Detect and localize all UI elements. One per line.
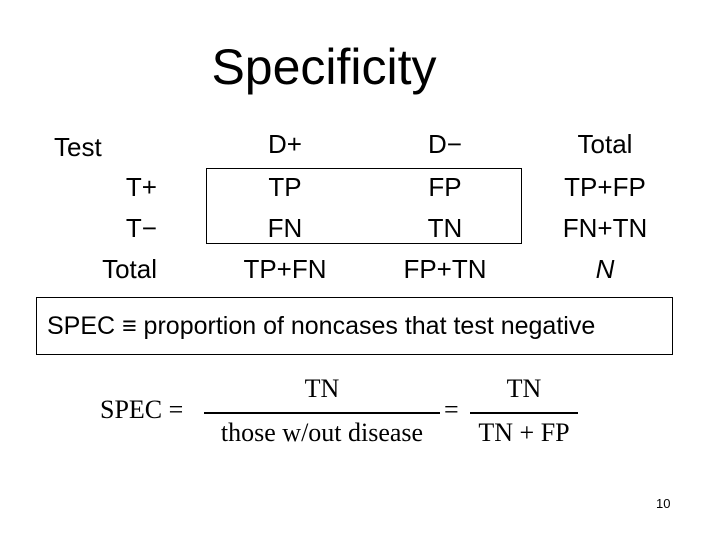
row-label-total: Total [102,254,157,284]
formula-frac2-denominator: TN + FP [478,418,570,447]
cell-fp-plus-tn: FP+TN [403,254,487,284]
formula-frac2-bar [470,412,578,414]
formula-frac1-denominator: those w/out disease [220,418,424,447]
cell-fn-plus-tn: FN+TN [562,213,648,243]
cell-tp: TP [268,172,302,202]
cell-n-total: N [595,254,615,284]
formula-equals: = [444,395,459,424]
col-header-total: Total [577,129,633,159]
cell-tp-plus-fn: TP+FN [243,254,327,284]
formula-lhs: SPEC = [100,395,184,424]
slide-title: Specificity [211,39,437,95]
formula-frac1-bar [204,412,440,414]
row-label-t-minus: T− [125,213,157,243]
cell-tn: TN [427,213,463,243]
formula-frac2-numerator: TN [506,374,542,403]
col-header-d-plus: D+ [268,129,302,159]
col-header-d-minus: D− [428,129,462,159]
table-inner-box [206,168,522,244]
cell-fn: FN [267,213,303,243]
definition-text: SPEC ≡ proportion of noncases that test … [47,312,596,340]
definition-box: SPEC ≡ proportion of noncases that test … [36,297,673,355]
page-number: 10 [656,496,671,511]
row-label-t-plus: T+ [125,172,157,202]
corner-label: Test [54,132,102,162]
formula-frac1-numerator: TN [304,374,340,403]
cell-fp: FP [428,172,462,202]
cell-tp-plus-fp: TP+FP [564,172,646,202]
